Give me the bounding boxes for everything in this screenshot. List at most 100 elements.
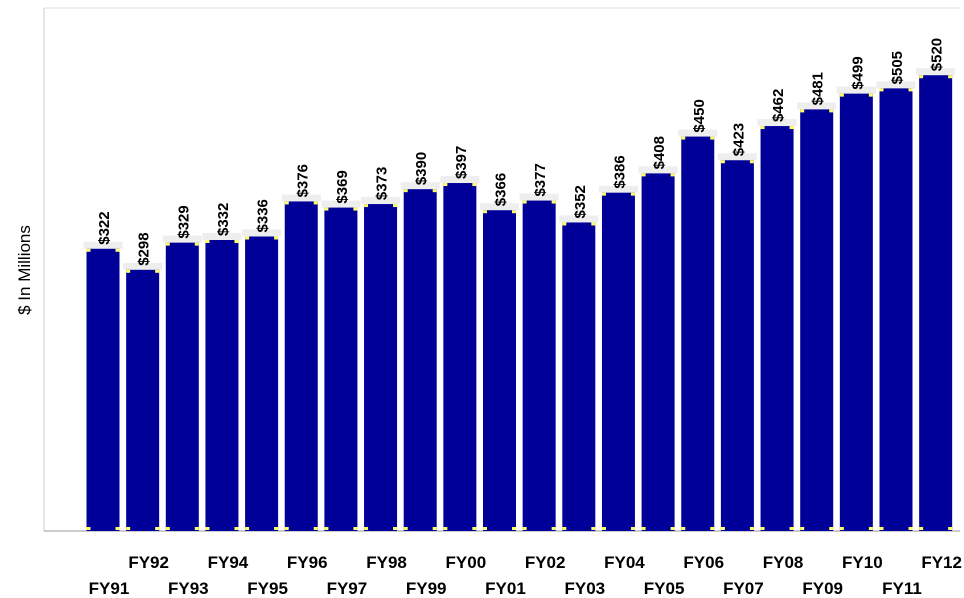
bar-bottom-accent: [364, 527, 369, 530]
x-tick-label: FY07: [723, 579, 764, 598]
x-tick-label: FY92: [128, 553, 169, 572]
x-tick-label: FY95: [247, 579, 288, 598]
bar-top-accent: [432, 189, 437, 193]
x-tick-label: FY96: [287, 553, 328, 572]
bar-halo: [123, 262, 163, 270]
bar-top-accent: [749, 160, 754, 164]
bar-halo: [440, 176, 480, 184]
data-label: $408: [651, 136, 668, 169]
bar-top-accent: [789, 126, 794, 130]
bar-fy09: [800, 109, 834, 531]
bar-bottom-accent: [403, 527, 408, 530]
bar-halo: [797, 102, 837, 110]
x-tick-label: FY97: [327, 579, 368, 598]
data-label: $369: [334, 170, 351, 203]
bar-top-accent: [710, 136, 715, 140]
bar-top-accent: [681, 136, 686, 140]
bar-fy07: [720, 160, 754, 532]
x-tick-label: FY01: [485, 579, 526, 598]
bar-bottom-accent: [194, 527, 199, 530]
bar-top-accent: [364, 204, 369, 208]
bar-fy06: [681, 136, 715, 531]
x-tick-label: FY11: [882, 579, 922, 598]
x-tick-label: FY98: [366, 553, 407, 572]
bar-top-accent: [868, 93, 873, 97]
bar-top-accent: [313, 201, 318, 205]
bar-top-accent: [630, 192, 635, 196]
bar-bottom-accent: [472, 527, 477, 530]
bar-fy03: [562, 222, 596, 532]
bar-bottom-accent: [789, 527, 794, 530]
bar-halo: [559, 215, 599, 223]
data-label: $352: [572, 185, 589, 218]
bar-top-accent: [720, 160, 725, 164]
bar-bottom-accent: [760, 527, 765, 530]
bar-top-accent: [641, 173, 646, 177]
bar-bottom-accent: [562, 527, 567, 530]
bar-bottom-accent: [443, 527, 448, 530]
bar-fy94: [205, 240, 239, 531]
bar-top-accent: [234, 240, 239, 244]
bar-bottom-accent: [551, 527, 556, 530]
x-tick-label: FY12: [921, 553, 962, 572]
bar-bottom-accent: [353, 527, 358, 530]
x-tick-label: FY09: [802, 579, 843, 598]
bar-series: [83, 68, 956, 532]
bar-top-accent: [353, 207, 358, 211]
data-label: $377: [532, 163, 549, 196]
bar-bottom-accent: [393, 527, 398, 530]
bar-top-accent: [670, 173, 675, 177]
bar-halo: [717, 153, 757, 161]
bar-top-accent: [443, 183, 448, 187]
bar-bottom-accent: [245, 527, 250, 530]
bar-fy05: [641, 173, 675, 531]
bar-bottom-accent: [274, 527, 279, 530]
bar-bottom-accent: [879, 527, 884, 530]
x-tick-label: FY10: [842, 553, 883, 572]
bar-bottom-accent: [720, 527, 725, 530]
data-label: $505: [889, 51, 906, 84]
x-tick-label: FY91: [89, 579, 130, 598]
data-label: $390: [413, 152, 430, 185]
data-label: $376: [294, 164, 311, 197]
bar-bottom-accent: [749, 527, 754, 530]
bar-bottom-accent: [641, 527, 646, 530]
bar-bottom-accent: [126, 527, 131, 530]
bar-halo: [83, 241, 123, 249]
bar-bottom-accent: [630, 527, 635, 530]
bar-fy97: [324, 207, 358, 531]
bar-halo: [876, 81, 916, 89]
bar-fy99: [403, 189, 437, 532]
x-tick-label: FY03: [564, 579, 605, 598]
bar-halo: [202, 233, 242, 241]
bar-fy10: [839, 93, 873, 532]
bar-fy04: [601, 192, 635, 531]
data-label: $336: [255, 199, 272, 232]
bar-top-accent: [919, 75, 924, 79]
bar-top-accent: [274, 236, 279, 240]
bar-top-accent: [472, 183, 477, 187]
bar-top-accent: [245, 236, 250, 240]
bar-bottom-accent: [115, 527, 120, 530]
bar-bottom-accent: [284, 527, 289, 530]
bar-halo: [757, 119, 797, 127]
bar-bottom-accent: [908, 527, 913, 530]
bar-fy11: [879, 88, 913, 532]
bar-fy01: [483, 210, 516, 532]
bar-top-accent: [522, 200, 527, 204]
data-label: $520: [929, 38, 946, 71]
bar-bottom-accent: [681, 527, 686, 530]
bar-bottom-accent: [919, 527, 924, 530]
x-tick-labels: FY91 FY92 FY93 FY94 FY95 FY96 FY97 FY98 FY99 FY00…: [89, 553, 962, 598]
bar-top-accent: [908, 88, 913, 92]
bar-halo: [916, 68, 956, 76]
bar-halo: [400, 182, 440, 190]
bar-top-accent: [126, 269, 131, 273]
x-tick-label: FY08: [763, 553, 804, 572]
bar-fy95: [245, 236, 279, 531]
x-tick-label: FY04: [604, 553, 645, 572]
x-tick-label: FY02: [525, 553, 566, 572]
bar-top-accent: [879, 88, 884, 92]
bar-bottom-accent: [670, 527, 675, 530]
